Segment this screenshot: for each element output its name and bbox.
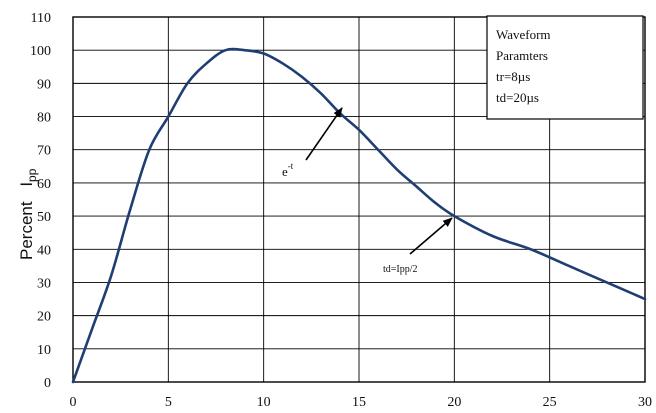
annotation-exponential: e-t <box>282 107 343 179</box>
y-tick-label: 20 <box>37 310 51 325</box>
y-axis-label-symbol: I <box>17 182 36 187</box>
x-axis-ticks: 0 5 10 15 20 25 30 <box>70 395 653 410</box>
waveform-parameters-box: Waveform Paramters tr=8µs td=20µs <box>486 15 644 120</box>
legend-line-1: Waveform <box>496 27 551 42</box>
y-tick-label: 80 <box>37 111 51 126</box>
x-tick-label: 30 <box>638 395 652 410</box>
y-tick-label: 40 <box>37 243 51 258</box>
x-tick-label: 25 <box>543 395 557 410</box>
legend-line-2: Paramters <box>496 48 548 63</box>
annotation-arrow-half-peak <box>409 217 453 255</box>
x-tick-label: 0 <box>70 395 77 410</box>
y-tick-label: 110 <box>31 11 51 26</box>
svg-text:Percent Ipp: Percent Ipp <box>17 168 39 260</box>
y-axis-label-text: Percent <box>17 201 36 260</box>
y-tick-label: 90 <box>37 77 51 92</box>
x-tick-label: 15 <box>352 395 366 410</box>
y-tick-label: 100 <box>30 44 51 59</box>
x-tick-label: 20 <box>447 395 461 410</box>
y-tick-label: 70 <box>37 144 51 159</box>
legend-line-4: td=20µs <box>496 90 539 105</box>
legend-line-3: tr=8µs <box>496 69 530 84</box>
x-tick-label: 5 <box>165 395 172 410</box>
annotation-label-half-peak: td=Ipp/2 <box>383 264 418 275</box>
annotation-half-peak: td=Ipp/2 <box>383 217 453 275</box>
waveform-curve <box>71 47 647 384</box>
x-tick-label: 10 <box>257 395 271 410</box>
y-tick-label: 50 <box>37 210 51 225</box>
annotation-label-exponential: e-t <box>282 161 294 179</box>
y-tick-label: 0 <box>44 376 51 391</box>
annotation-arrow-exponential <box>305 107 343 161</box>
axes <box>72 16 646 383</box>
y-tick-label: 10 <box>37 343 51 358</box>
y-axis-label-subscript: pp <box>25 168 39 182</box>
y-tick-label: 60 <box>37 177 51 192</box>
y-tick-label: 30 <box>37 276 51 291</box>
y-axis-ticks: 0 10 20 30 40 50 60 70 80 90 100 110 <box>30 11 51 391</box>
y-axis-label: Percent Ipp <box>17 168 39 260</box>
plot-frame <box>72 16 646 383</box>
